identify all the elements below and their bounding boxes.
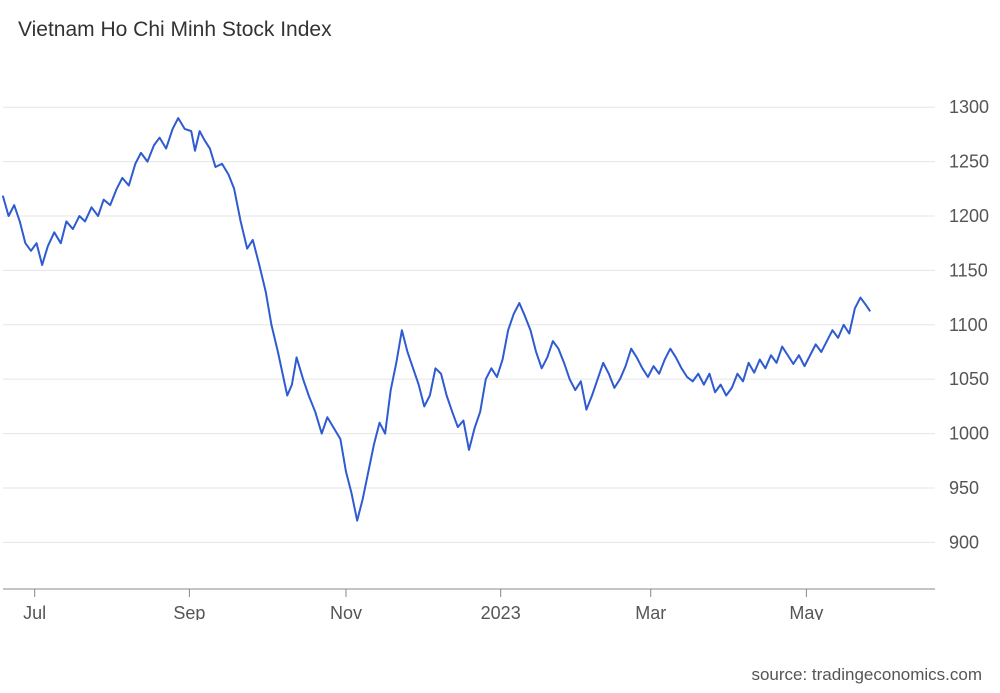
y-tick-label: 1250 — [949, 152, 989, 172]
x-tick-label: Sep — [173, 603, 205, 620]
price-line — [3, 118, 870, 521]
x-tick-label: Mar — [635, 603, 666, 620]
chart-svg: 900 950 1000 1050 1100 1150 1200 1250 1300 Jul Sep… — [0, 60, 1000, 620]
plot-area: 900 950 1000 1050 1100 1150 1200 1250 1300 Jul Sep… — [0, 60, 1000, 620]
chart-title: Vietnam Ho Chi Minh Stock Index — [18, 18, 332, 42]
y-tick-label: 900 — [949, 532, 979, 552]
y-tick-label: 1100 — [949, 315, 988, 335]
y-tick-label: 950 — [949, 478, 979, 498]
chart-source: source: tradingeconomics.com — [751, 665, 982, 685]
y-tick-label: 1150 — [949, 260, 988, 280]
y-tick-label: 1200 — [949, 206, 989, 226]
x-tick-label: Jul — [23, 603, 46, 620]
x-tick-label: May — [789, 603, 823, 620]
x-tick-label: 2023 — [481, 603, 521, 620]
y-tick-label: 1050 — [949, 369, 989, 389]
y-tick-label: 1300 — [949, 97, 989, 117]
y-tick-label: 1000 — [949, 424, 989, 444]
x-tick-label: Nov — [330, 603, 362, 620]
